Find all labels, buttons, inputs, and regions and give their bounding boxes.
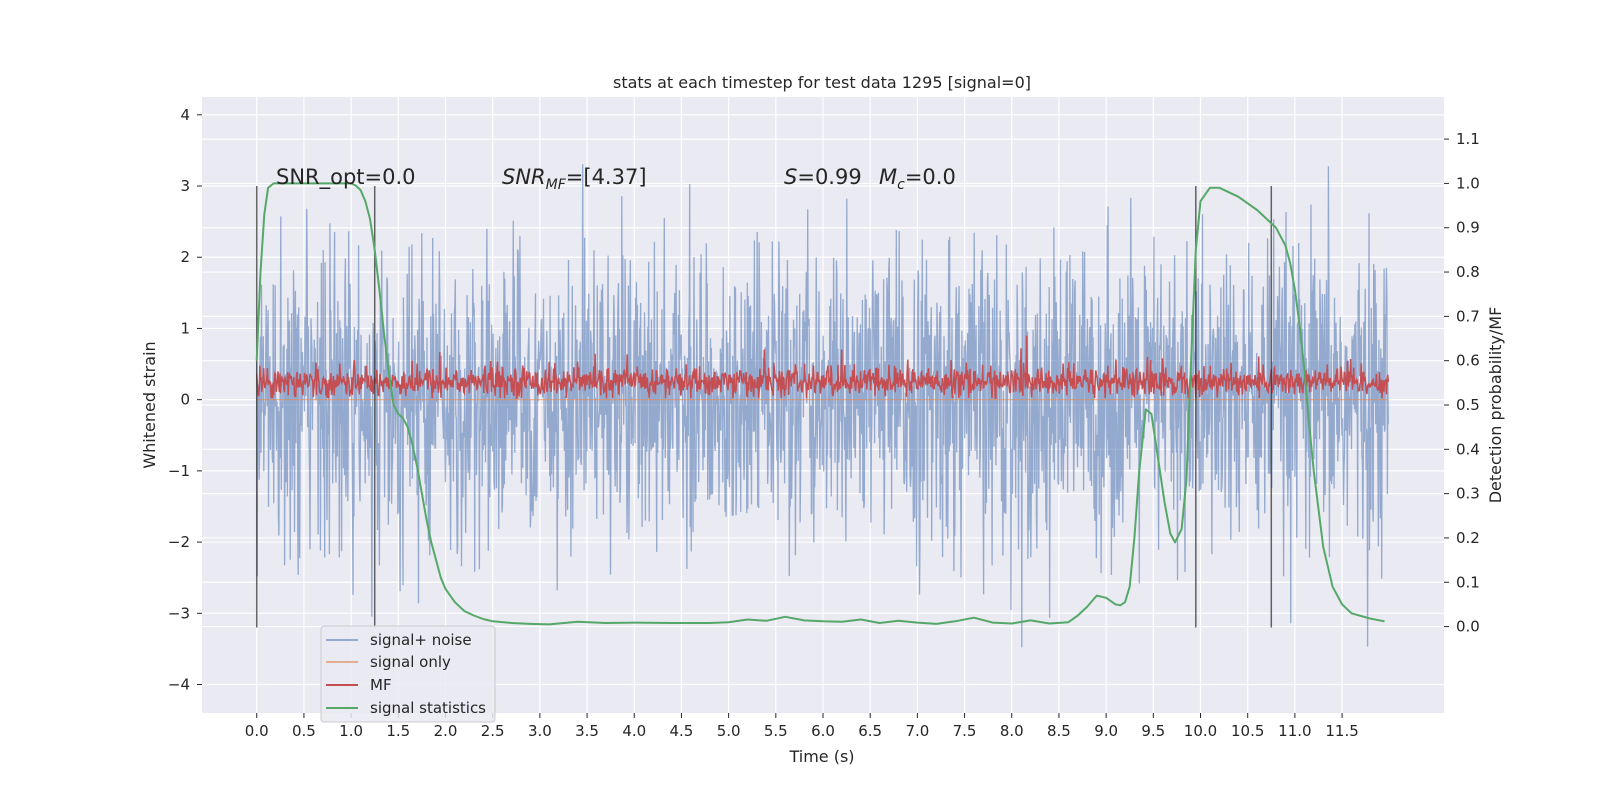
y2-axis-label: Detection probability/MF <box>1486 307 1505 504</box>
annotation-snr-opt: SNR_opt=0.0 <box>276 165 416 190</box>
y-tick-label: −4 <box>168 676 190 694</box>
x-tick-label: 2.0 <box>434 722 458 740</box>
annotation-snr-mf-value: =[4.37] <box>566 165 647 189</box>
annotation-snr-mf-symbol: SNR <box>502 165 546 189</box>
annotations: SNR_opt=0.0 SNRMF=[4.37] S=0.99 Mc=0.0 <box>276 165 956 193</box>
y-ticks: −4 −3 −2 −1 0 1 2 3 4 <box>168 106 202 694</box>
y-tick-label: 1 <box>180 319 190 337</box>
x-tick-label: 1.0 <box>339 722 363 740</box>
y-tick-label: 4 <box>180 106 190 124</box>
y-tick-label: 0 <box>180 391 190 409</box>
y2-tick-label: 0.0 <box>1456 618 1480 636</box>
x-tick-label: 7.0 <box>905 722 929 740</box>
legend-label-mf: MF <box>370 676 392 694</box>
x-tick-label: 11.5 <box>1325 722 1358 740</box>
y2-tick-label: 0.9 <box>1456 219 1480 237</box>
y-tick-label: −1 <box>168 462 190 480</box>
series-mf <box>255 335 1390 399</box>
x-tick-label: 3.0 <box>528 722 552 740</box>
y2-tick-label: 0.8 <box>1456 263 1480 281</box>
y2-tick-label: 0.1 <box>1456 573 1480 591</box>
legend-label-signal-noise: signal+ noise <box>370 631 472 649</box>
signal-statistics-line <box>255 182 1385 626</box>
y-tick-label: 2 <box>180 248 190 266</box>
mf-line <box>255 335 1390 399</box>
legend-label-signal-statistics: signal statistics <box>370 699 486 717</box>
legend-box <box>320 625 496 723</box>
y-axis-label: Whitened strain <box>140 341 159 468</box>
legend: signal+ noise signal only MF signal stat… <box>320 625 496 723</box>
y2-tick-label: 0.7 <box>1456 307 1480 325</box>
y2-ticks: 0.0 0.1 0.2 0.3 0.4 0.5 0.6 0.7 0.8 0.9 1.0 1.1 <box>1444 130 1480 636</box>
x-tick-label: 4.5 <box>670 722 694 740</box>
annotation-s-value: =0.99 <box>797 165 861 189</box>
legend-label-signal-only: signal only <box>370 653 451 671</box>
x-tick-label: 3.5 <box>575 722 599 740</box>
x-tick-label: 10.5 <box>1231 722 1264 740</box>
x-tick-label: 5.0 <box>717 722 741 740</box>
x-tick-label: 0.5 <box>292 722 316 740</box>
x-ticks: 0.0 0.5 1.0 1.5 2.0 2.5 3.0 3.5 4.0 4.5 5.0 5.5 6.0 6… <box>245 713 1359 740</box>
series-signal-noise <box>256 164 1389 648</box>
x-tick-label: 8.5 <box>1047 722 1071 740</box>
annotation-mc-subscript: c <box>897 177 905 193</box>
x-tick-label: 11.0 <box>1278 722 1311 740</box>
y2-tick-label: 0.4 <box>1456 440 1480 458</box>
x-tick-label: 8.0 <box>1000 722 1024 740</box>
annotation-snr-mf-subscript: MF <box>546 177 567 193</box>
x-tick-label: 0.0 <box>245 722 269 740</box>
annotation-mc: Mc=0.0 <box>879 165 956 193</box>
x-tick-label: 4.0 <box>622 722 646 740</box>
y-tick-label: −2 <box>168 533 190 551</box>
series-signal-statistics <box>255 182 1385 626</box>
annotation-s-symbol: S <box>784 165 797 189</box>
x-tick-label: 5.5 <box>764 722 788 740</box>
y2-tick-label: 0.2 <box>1456 529 1480 547</box>
x-axis-label: Time (s) <box>788 747 854 766</box>
signal-noise-line <box>256 164 1389 648</box>
x-tick-label: 10.0 <box>1184 722 1217 740</box>
x-tick-label: 6.5 <box>858 722 882 740</box>
y2-tick-label: 1.0 <box>1456 174 1480 192</box>
y2-tick-label: 0.3 <box>1456 485 1480 503</box>
x-tick-label: 1.5 <box>386 722 410 740</box>
x-tick-label: 2.5 <box>481 722 505 740</box>
annotation-mc-symbol: M <box>879 165 897 189</box>
y-tick-label: 3 <box>180 177 190 195</box>
y-tick-label: −3 <box>168 604 190 622</box>
x-tick-label: 7.5 <box>953 722 977 740</box>
x-tick-label: 6.0 <box>811 722 835 740</box>
annotation-mc-value: =0.0 <box>905 165 956 189</box>
y2-tick-label: 0.6 <box>1456 352 1480 370</box>
y2-tick-label: 1.1 <box>1456 130 1480 148</box>
y2-tick-label: 0.5 <box>1456 396 1480 414</box>
chart-title: stats at each timestep for test data 129… <box>613 73 1031 92</box>
x-tick-label: 9.0 <box>1094 722 1118 740</box>
x-tick-label: 9.5 <box>1141 722 1165 740</box>
annotation-snr-mf: SNRMF=[4.37] <box>502 165 647 193</box>
annotation-s: S=0.99 <box>784 165 862 189</box>
